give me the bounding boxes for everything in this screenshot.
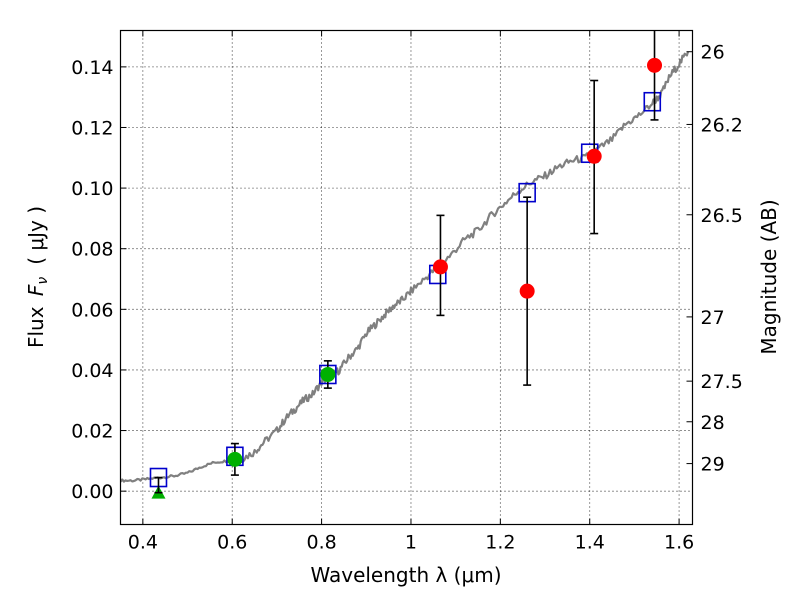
x-tick-label: 1.6 xyxy=(664,532,694,554)
y2-tick-label: 29 xyxy=(701,454,725,476)
x-tick-label: 1 xyxy=(405,532,417,554)
y-label-symbol: F xyxy=(24,284,48,296)
y2-tick-label: 26 xyxy=(701,42,725,64)
x-tick-label: 0.8 xyxy=(306,532,336,554)
data-point xyxy=(433,259,448,274)
y-label-subscript: ν xyxy=(35,277,51,285)
y2-axis-label: Magnitude (AB) xyxy=(757,199,781,354)
data-point xyxy=(647,58,662,73)
y2-tick-label: 28 xyxy=(701,412,725,434)
flux-wavelength-chart: 0.4 0.6 0.8 1 1.2 1.4 1.6 0.00 0.02 0.04 0.06 0.08 0… xyxy=(0,0,800,600)
data-point xyxy=(320,367,335,382)
y-tick-label: 0.06 xyxy=(71,299,113,321)
y-tick-label: 0.08 xyxy=(71,239,113,261)
y-label-unit: ( μJy ) xyxy=(24,206,48,265)
data-point xyxy=(227,452,242,467)
data-point xyxy=(587,149,602,164)
y2-tick-label: 26.2 xyxy=(701,114,743,136)
y-label-prefix: Flux xyxy=(24,300,48,348)
y-tick-label: 0.02 xyxy=(71,421,113,443)
x-axis-label: Wavelength λ (μm) xyxy=(310,563,501,587)
x-tick-label: 1.2 xyxy=(485,532,515,554)
y-tick-label: 0.00 xyxy=(71,481,113,503)
y-axis-label: Flux Fν ( μJy ) xyxy=(24,206,51,348)
x-tick-label: 1.4 xyxy=(575,532,605,554)
y-tick-label: 0.10 xyxy=(71,178,113,200)
y-tick-label: 0.12 xyxy=(71,117,113,139)
y-tick-label: 0.04 xyxy=(71,360,113,382)
y-tick-label: 0.14 xyxy=(71,57,113,79)
x-tick-label: 0.6 xyxy=(217,532,247,554)
y2-tick-label: 27 xyxy=(701,307,725,329)
plot-area xyxy=(121,31,693,525)
data-point xyxy=(520,284,535,299)
y2-tick-label: 26.5 xyxy=(701,205,743,227)
x-tick-label: 0.4 xyxy=(128,532,158,554)
y2-tick-label: 27.5 xyxy=(701,371,743,393)
